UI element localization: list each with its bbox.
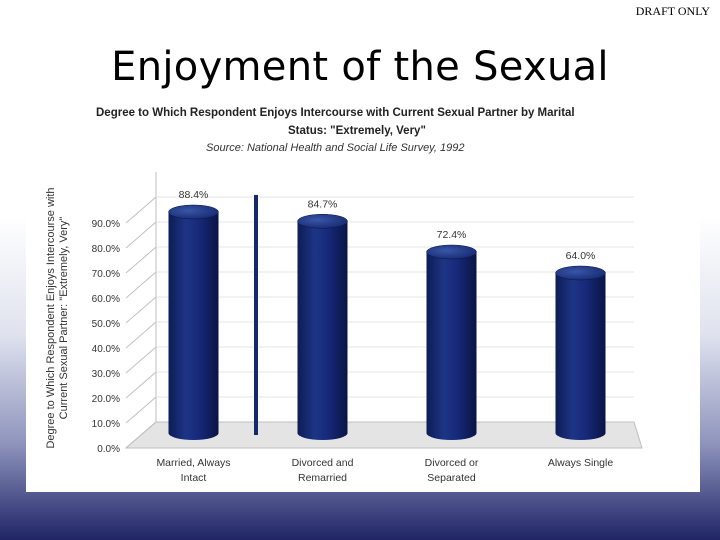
draft-watermark: DRAFT ONLY — [635, 4, 710, 18]
bar-chart: Degree to Which Respondent Enjoys Interc… — [45, 107, 643, 484]
gridline-diagonal — [125, 196, 157, 224]
y-tick-label: 90.0% — [92, 219, 120, 230]
x-tick-label: Divorced or — [425, 457, 479, 469]
y-tick-label: 40.0% — [92, 344, 120, 355]
y-tick-label: 70.0% — [92, 269, 120, 280]
bar-cap — [426, 244, 477, 260]
plot-area: 0.0% 10.0% 20.0% 30.0% 40.0% 50.0% 60.0% 70.0% 8… — [92, 172, 643, 484]
x-tick-label: Always Single — [548, 457, 614, 469]
gridline-diagonal — [125, 321, 157, 349]
gridline-diagonal — [125, 396, 157, 424]
gridline-diagonal — [125, 371, 157, 399]
y-tick-label: 30.0% — [92, 369, 120, 380]
gridline-diagonal — [125, 346, 157, 374]
x-tick-label: Married, Always — [156, 457, 230, 469]
y-tick-label: 20.0% — [92, 394, 120, 405]
bar-cap — [297, 214, 348, 229]
y-tick-label: 80.0% — [92, 244, 120, 255]
data-label: 72.4% — [437, 229, 467, 241]
gridline-diagonal — [125, 246, 157, 274]
x-tick-label: Remarried — [298, 472, 347, 484]
x-tick-label: Separated — [427, 472, 476, 484]
chart-title-line-1: Degree to Which Respondent Enjoys Interc… — [96, 107, 575, 119]
slide-title: Enjoyment of the Sexual — [111, 44, 609, 90]
y-tick-label: 60.0% — [92, 294, 120, 305]
data-label: 84.7% — [308, 198, 338, 210]
gridline-diagonal — [125, 421, 157, 449]
chart-panel: Degree to Which Respondent Enjoys Interc… — [26, 96, 700, 492]
bar — [426, 252, 477, 441]
y-tick-label: 10.0% — [92, 419, 120, 430]
data-label: 88.4% — [179, 189, 209, 201]
y-axis-label-line-1: Degree to Which Respondent Enjoys Interc… — [45, 187, 57, 448]
x-tick-label: Intact — [181, 472, 207, 484]
gridline-diagonal — [125, 271, 157, 299]
bar-cap — [168, 204, 219, 220]
bar — [297, 221, 348, 441]
chart-title-line-2: Status: "Extremely, Very" — [288, 125, 426, 137]
bar-cap — [555, 265, 606, 281]
y-axis-label-line-2: Current Sexual Partner: "Extremely, Very… — [58, 217, 70, 420]
data-label: 64.0% — [566, 250, 596, 262]
gridline-diagonal — [125, 296, 157, 324]
y-tick-label: 50.0% — [92, 319, 120, 330]
gridline-diagonal — [125, 221, 157, 249]
x-tick-label: Divorced and — [292, 457, 354, 469]
divider-mark — [254, 195, 258, 435]
chart-subtitle: Source: National Health and Social Life … — [206, 142, 464, 154]
y-tick-label: 0.0% — [97, 444, 120, 455]
bar — [555, 273, 606, 441]
bar — [168, 212, 219, 441]
